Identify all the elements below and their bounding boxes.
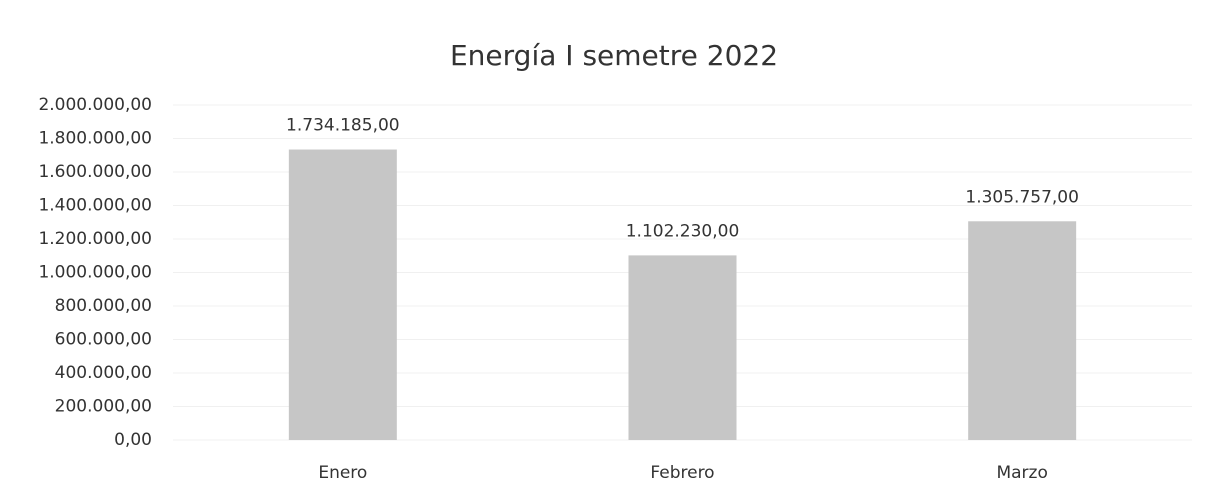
value-label: 1.102.230,00 (626, 221, 740, 241)
y-tick-label: 400.000,00 (55, 363, 152, 383)
y-tick-label: 800.000,00 (55, 296, 152, 316)
x-tick-label: Marzo (996, 463, 1047, 483)
y-tick-label: 1.800.000,00 (38, 129, 152, 149)
y-tick-label: 2.000.000,00 (38, 95, 152, 115)
x-tick-label: Enero (318, 463, 367, 483)
value-label: 1.305.757,00 (965, 187, 1079, 207)
bar (628, 255, 737, 440)
y-tick-label: 1.600.000,00 (38, 162, 152, 182)
value-label: 1.734.185,00 (286, 116, 400, 136)
y-tick-label: 200.000,00 (55, 397, 152, 417)
bar (968, 221, 1077, 440)
y-tick-label: 0,00 (114, 430, 152, 450)
y-tick-label: 1.200.000,00 (38, 229, 152, 249)
y-tick-label: 1.000.000,00 (38, 263, 152, 283)
chart-title: Energía I semetre 2022 (450, 39, 778, 72)
y-tick-label: 600.000,00 (55, 330, 152, 350)
bar (288, 149, 397, 440)
y-tick-label: 1.400.000,00 (38, 196, 152, 216)
x-tick-label: Febrero (650, 463, 714, 483)
